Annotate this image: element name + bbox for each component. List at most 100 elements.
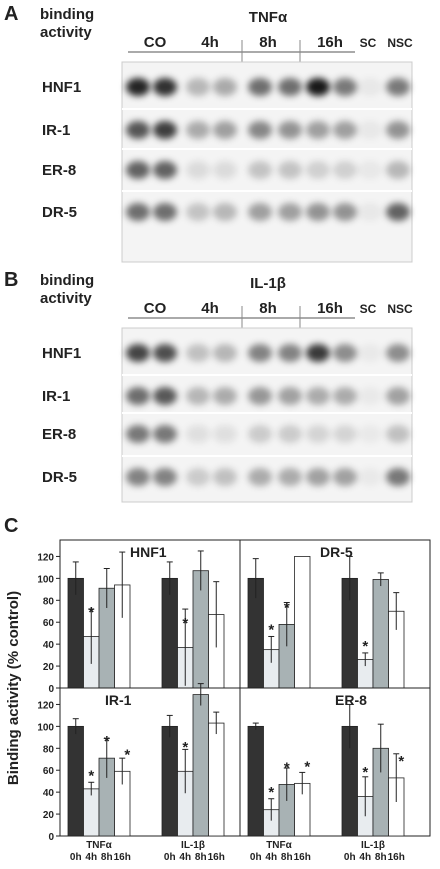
band: [306, 203, 330, 221]
treatment: TNFα: [249, 9, 288, 26]
bar: [67, 725, 84, 837]
band: [248, 425, 272, 443]
band: [186, 387, 210, 405]
bar: [192, 694, 209, 837]
header: binding activity: [40, 272, 95, 307]
band: [306, 161, 330, 179]
y-tick-label: 120: [37, 700, 54, 711]
band: [126, 344, 150, 362]
band: [213, 387, 237, 405]
lane-label: 4h: [201, 300, 219, 317]
group-label: IL-1β: [361, 840, 385, 851]
band: [186, 203, 210, 221]
band: [358, 468, 382, 486]
y-tick-label: 80: [43, 596, 55, 607]
bar: [372, 579, 389, 689]
bar: [294, 556, 311, 689]
band: [248, 344, 272, 362]
band: [358, 203, 382, 221]
treatment: IL-1β: [250, 275, 286, 292]
band: [333, 78, 357, 96]
band: [306, 387, 330, 405]
significance: *: [268, 784, 274, 801]
significance: *: [182, 615, 188, 632]
row-label: DR-5: [42, 469, 77, 486]
band: [126, 121, 150, 139]
significance: *: [304, 758, 310, 775]
band: [333, 203, 357, 221]
x-tick-label: 0h: [164, 852, 176, 863]
band: [386, 78, 410, 96]
band: [278, 387, 302, 405]
band: [333, 161, 357, 179]
row-label: ER-8: [42, 162, 76, 179]
band: [333, 387, 357, 405]
band: [213, 161, 237, 179]
band: [126, 161, 150, 179]
band: [386, 161, 410, 179]
band: [153, 387, 177, 405]
significance: *: [284, 599, 290, 616]
row-label: HNF1: [42, 79, 81, 96]
band: [186, 121, 210, 139]
row-label: HNF1: [42, 345, 81, 362]
band: [126, 387, 150, 405]
row-label: IR-1: [42, 122, 70, 139]
band: [153, 468, 177, 486]
band: [186, 425, 210, 443]
y-tick-label: 40: [43, 788, 55, 799]
band: [213, 425, 237, 443]
band: [386, 468, 410, 486]
bar: [247, 725, 264, 837]
panel-label: A: [4, 3, 18, 25]
band: [386, 121, 410, 139]
x-tick-label: 16h: [114, 852, 131, 863]
band: [333, 121, 357, 139]
band: [306, 468, 330, 486]
x-tick-label: 4h: [85, 852, 97, 863]
band: [213, 344, 237, 362]
chart-title: HNF1: [130, 544, 167, 560]
band: [358, 425, 382, 443]
y-tick-label: 0: [48, 832, 54, 843]
x-tick-label: 8h: [101, 852, 113, 863]
x-tick-label: 8h: [375, 852, 387, 863]
x-tick-label: 0h: [250, 852, 262, 863]
band: [126, 425, 150, 443]
y-tick-label: 100: [37, 722, 54, 733]
band: [306, 121, 330, 139]
chart-title: DR-5: [320, 544, 353, 560]
y-tick-label: 60: [43, 618, 55, 629]
band: [126, 78, 150, 96]
y-tick-label: 60: [43, 766, 55, 777]
chart-title: ER-8: [335, 692, 367, 708]
x-tick-label: 4h: [265, 852, 277, 863]
band: [153, 203, 177, 221]
band: [213, 468, 237, 486]
header-box: binding activity: [40, 6, 94, 41]
significance: *: [268, 622, 274, 639]
significance: *: [398, 753, 404, 770]
band: [306, 425, 330, 443]
y-tick-label: 80: [43, 744, 55, 755]
lane-label: CO: [144, 34, 167, 51]
row-label: DR-5: [42, 204, 77, 221]
row-label: IR-1: [42, 388, 70, 405]
x-tick-label: 8h: [195, 852, 207, 863]
band: [248, 387, 272, 405]
band: [278, 78, 302, 96]
band: [186, 344, 210, 362]
band: [153, 161, 177, 179]
lane-label: 16h: [317, 34, 343, 51]
x-tick-label: 8h: [281, 852, 293, 863]
band: [358, 344, 382, 362]
y-tick-label: 40: [43, 640, 55, 651]
band: [386, 387, 410, 405]
band: [386, 203, 410, 221]
band: [248, 203, 272, 221]
y-axis-label: Binding activity (% control): [5, 591, 22, 785]
lane-label: CO: [144, 300, 167, 317]
panel-label: C: [4, 515, 18, 537]
